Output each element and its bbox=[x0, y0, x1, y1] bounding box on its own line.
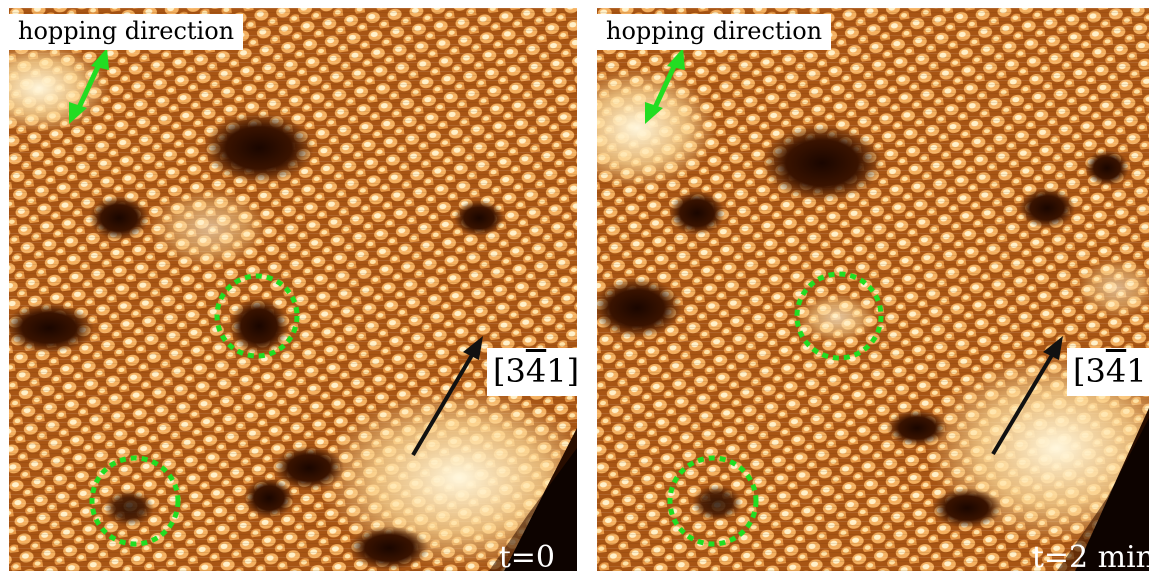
hopping-direction-label: hopping direction bbox=[597, 14, 832, 50]
stm-panel-right: hopping direction [341] t=2 min bbox=[597, 8, 1149, 571]
miller-index-close: 1] bbox=[1126, 352, 1149, 390]
stm-image-right bbox=[597, 8, 1149, 571]
time-label: t=2 min bbox=[1031, 540, 1149, 571]
miller-index-open: [3 bbox=[493, 352, 526, 390]
miller-index-bar: 4 bbox=[1105, 352, 1127, 390]
crystal-direction-label: [341] bbox=[487, 348, 577, 396]
hopping-direction-label: hopping direction bbox=[9, 14, 244, 50]
time-label: t=0 bbox=[498, 540, 555, 571]
miller-index-open: [3 bbox=[1073, 352, 1106, 390]
crystal-direction-label: [341] bbox=[1067, 348, 1149, 396]
miller-index-bar: 4 bbox=[525, 352, 547, 390]
stm-image-left bbox=[9, 8, 577, 571]
miller-index-close: 1] bbox=[546, 352, 577, 390]
stm-panel-left: hopping direction [341] t=0 bbox=[9, 8, 577, 571]
